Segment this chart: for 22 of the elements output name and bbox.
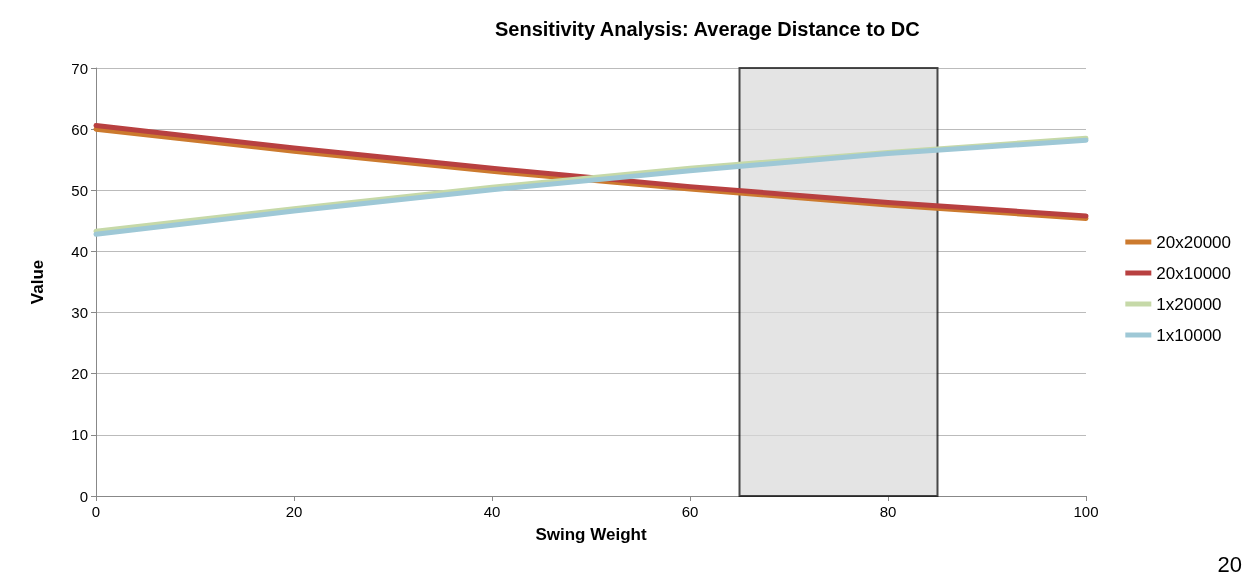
legend-label: 20x10000 [1156,263,1232,283]
x-tick-label: 100 [1073,503,1099,520]
legend-label: 20x20000 [1156,232,1232,252]
x-tick-label: 40 [483,503,501,520]
legend-label: 1x20000 [1156,294,1222,314]
x-tick-label: 60 [681,503,699,520]
y-tick-label: 0 [79,487,88,505]
legend-label: 1x10000 [1156,325,1222,345]
y-tick-label: 50 [71,181,88,199]
y-tick-label: 70 [71,59,88,77]
y-tick-label: 20 [71,365,88,383]
y-tick-label: 30 [71,304,88,322]
x-tick-label: 0 [91,503,101,520]
text: 20 [1217,551,1243,577]
x-tick-label: 20 [285,503,303,520]
x-tick-label: 80 [879,503,897,520]
y-tick-label: 10 [71,426,88,444]
y-tick-label: 60 [71,120,88,138]
y-tick-label: 40 [71,242,88,260]
chart-title: Sensitivity Analysis: Average Distance to DC [495,18,920,40]
y-axis-title: Value [28,259,47,305]
x-axis-title: Swing Weight [535,525,647,544]
